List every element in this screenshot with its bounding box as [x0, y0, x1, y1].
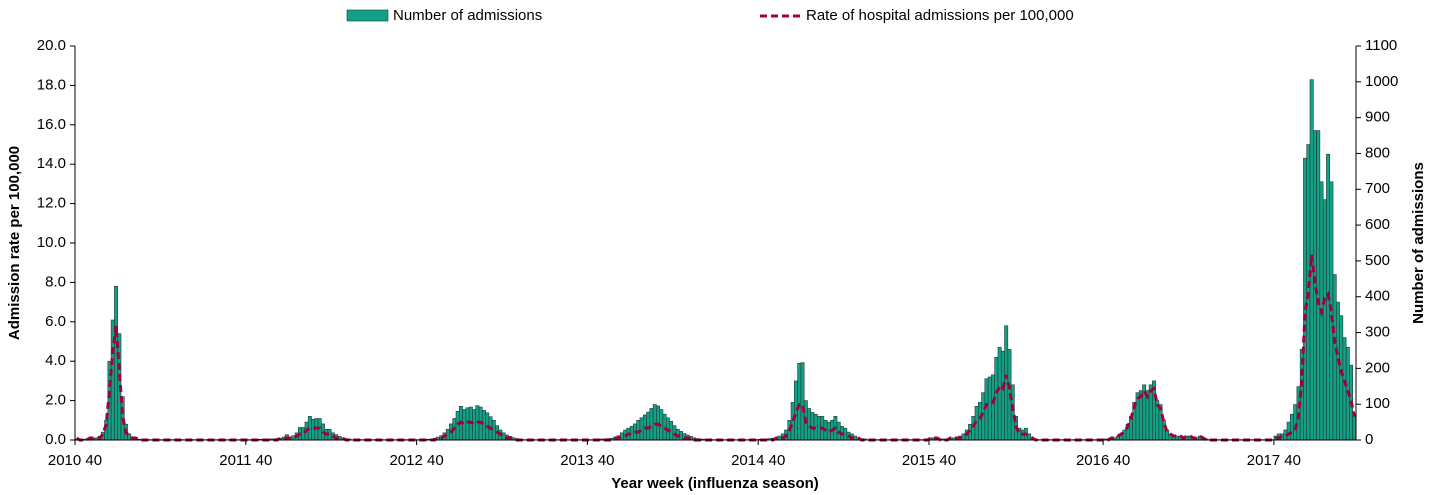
bar — [991, 374, 995, 441]
bar — [1293, 404, 1298, 441]
bar — [777, 435, 782, 441]
bar — [1290, 413, 1294, 441]
y-tick-label: 2.0 — [45, 392, 66, 409]
y-tick-label: 16.0 — [37, 116, 66, 133]
bar — [662, 413, 667, 441]
y2-tick-label: 100 — [1365, 395, 1390, 412]
y2-axis-title: Number of admissions — [1410, 162, 1427, 324]
bar — [1316, 130, 1321, 441]
bar — [472, 409, 477, 441]
y2-tick-label: 200 — [1365, 359, 1390, 376]
x-tick-label: 2015 40 — [902, 452, 956, 469]
y-tick-label: 10.0 — [37, 234, 66, 251]
bar — [639, 417, 644, 441]
bar — [1335, 301, 1340, 441]
y-tick-label: 8.0 — [45, 273, 66, 290]
bar — [462, 409, 467, 441]
x-tick-label: 2017 40 — [1247, 452, 1301, 469]
bar — [1122, 429, 1127, 441]
x-axis-title: Year week (influenza season) — [611, 475, 819, 492]
y2-tick-label: 500 — [1365, 252, 1390, 269]
bar — [1000, 350, 1005, 441]
bar — [1339, 315, 1344, 441]
y-tick-label: 14.0 — [37, 155, 66, 172]
x-tick-label: 2013 40 — [560, 452, 614, 469]
bar — [455, 411, 460, 441]
bar — [1332, 274, 1337, 441]
y2-tick-label: 1100 — [1365, 37, 1397, 54]
bar — [652, 404, 657, 441]
bar — [1313, 130, 1317, 441]
bar — [301, 427, 306, 441]
bar — [977, 402, 982, 441]
bar — [114, 286, 118, 441]
y2-tick-label: 900 — [1365, 109, 1390, 126]
bar — [790, 402, 795, 441]
x-tick-label: 2010 40 — [48, 452, 102, 469]
bar — [1129, 416, 1133, 441]
rate-line — [75, 254, 1356, 442]
x-tick-label: 2011 40 — [219, 452, 272, 469]
x-tick-label: 2012 40 — [389, 452, 443, 469]
y-tick-label: 4.0 — [45, 352, 66, 369]
bar — [961, 433, 966, 441]
legend-swatch — [346, 9, 389, 22]
bar — [649, 408, 654, 441]
bar — [1342, 337, 1347, 441]
legend-label: Rate of hospital admissions per 100,000 — [806, 7, 1074, 24]
bar — [465, 407, 470, 441]
y2-tick-label: 800 — [1365, 144, 1390, 161]
bar — [987, 376, 992, 441]
bar — [1286, 421, 1291, 441]
bar — [1303, 157, 1308, 441]
y-tick-label: 18.0 — [37, 76, 66, 93]
bar — [1322, 199, 1327, 441]
bar — [1135, 392, 1140, 441]
bar — [800, 362, 805, 441]
y-axis-title: Admission rate per 100,000 — [6, 146, 23, 340]
y2-tick-label: 300 — [1365, 324, 1390, 341]
bar — [971, 416, 976, 441]
y2-tick-label: 400 — [1365, 288, 1390, 305]
y2-tick-label: 700 — [1365, 180, 1390, 197]
y-tick-label: 0.0 — [45, 431, 66, 448]
y2-tick-label: 0 — [1365, 431, 1373, 448]
bar — [797, 363, 802, 441]
x-tick-label: 2016 40 — [1076, 452, 1130, 469]
y-tick-label: 20.0 — [37, 37, 66, 54]
legend-label: Number of admissions — [393, 7, 542, 24]
x-tick-label: 2014 40 — [731, 452, 785, 469]
y-tick-label: 6.0 — [45, 313, 66, 330]
bar — [127, 433, 132, 441]
y-tick-label: 12.0 — [37, 195, 66, 212]
y2-tick-label: 600 — [1365, 216, 1390, 233]
bar — [807, 408, 812, 441]
y2-tick-label: 1000 — [1365, 73, 1398, 90]
bar — [491, 419, 496, 441]
bar — [997, 346, 1002, 441]
bar — [481, 409, 486, 441]
